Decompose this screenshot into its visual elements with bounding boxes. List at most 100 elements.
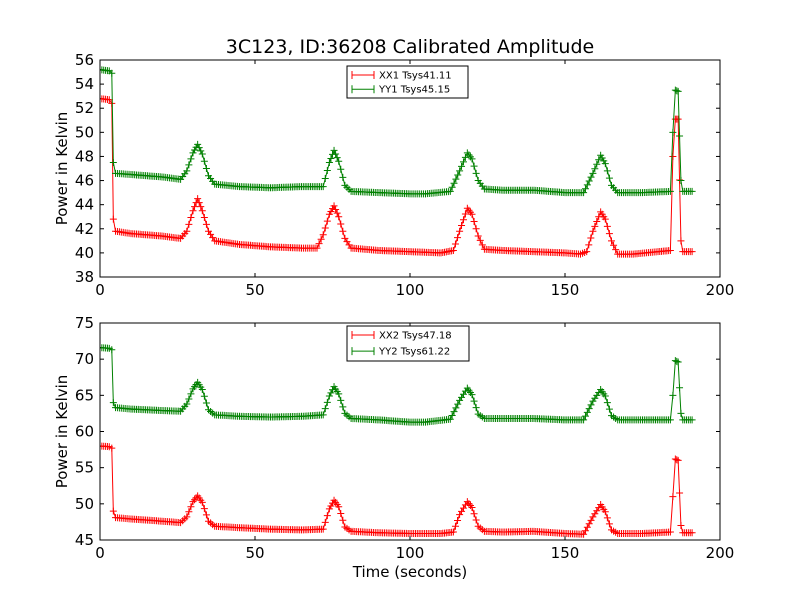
y-tick-label: 60 bbox=[75, 423, 94, 441]
data-point-marker bbox=[325, 158, 333, 166]
data-point-marker bbox=[603, 514, 611, 522]
data-point-marker bbox=[581, 527, 589, 535]
data-point-marker bbox=[323, 512, 331, 520]
data-point-marker bbox=[583, 248, 591, 256]
data-point-marker bbox=[198, 498, 206, 506]
data-point-marker bbox=[185, 508, 193, 516]
data-point-marker bbox=[583, 181, 591, 189]
data-point-marker bbox=[605, 520, 613, 528]
data-point-marker bbox=[587, 234, 595, 242]
x-tick-label: 50 bbox=[245, 281, 264, 299]
data-point-marker bbox=[109, 507, 117, 515]
legend-entry: YY1 Tsys45.15 bbox=[351, 85, 450, 96]
data-point-marker bbox=[108, 69, 116, 77]
x-tick-label: 0 bbox=[95, 281, 105, 299]
data-point-marker bbox=[454, 171, 462, 179]
data-point-marker bbox=[335, 390, 343, 398]
data-point-marker bbox=[454, 400, 462, 408]
figure-title: 3C123, ID:36208 Calibrated Amplitude bbox=[226, 36, 594, 58]
series-first bbox=[100, 95, 696, 258]
x-tick-label: 100 bbox=[396, 544, 425, 562]
data-point-marker bbox=[202, 399, 210, 407]
data-point-marker bbox=[333, 209, 341, 217]
data-point-marker bbox=[458, 221, 466, 229]
data-point-marker bbox=[456, 227, 464, 235]
series-second bbox=[100, 344, 696, 426]
data-point-marker bbox=[452, 175, 460, 183]
data-point-marker bbox=[674, 358, 682, 366]
data-point-marker bbox=[674, 456, 682, 464]
data-point-marker bbox=[335, 157, 343, 165]
data-point-marker bbox=[200, 392, 208, 400]
data-point-marker bbox=[197, 203, 205, 211]
data-point-marker bbox=[327, 502, 335, 510]
data-point-marker bbox=[339, 173, 347, 181]
data-point-marker bbox=[194, 195, 202, 203]
data-point-marker bbox=[468, 391, 476, 399]
data-point-marker bbox=[468, 155, 476, 163]
data-point-marker bbox=[446, 187, 454, 195]
data-point-marker bbox=[327, 389, 335, 397]
data-point-marker bbox=[601, 215, 609, 223]
data-point-marker bbox=[185, 395, 193, 403]
y-tick-label: 42 bbox=[75, 220, 94, 238]
data-point-marker bbox=[459, 504, 467, 512]
data-point-marker bbox=[200, 157, 208, 165]
x-tick-label: 150 bbox=[551, 281, 580, 299]
data-point-marker bbox=[674, 87, 682, 95]
series-markers bbox=[100, 344, 696, 426]
data-point-marker bbox=[676, 489, 684, 497]
data-point-marker bbox=[319, 183, 327, 191]
data-point-marker bbox=[109, 399, 117, 407]
data-point-marker bbox=[677, 177, 685, 185]
data-point-marker bbox=[108, 444, 116, 452]
data-point-marker bbox=[589, 169, 597, 177]
data-point-marker bbox=[187, 155, 195, 163]
data-point-marker bbox=[202, 511, 210, 519]
data-point-marker bbox=[327, 154, 335, 162]
data-point-marker bbox=[666, 246, 674, 254]
data-point-marker bbox=[319, 231, 327, 239]
data-point-marker bbox=[333, 154, 341, 162]
data-point-marker bbox=[595, 156, 603, 164]
x-tick-label: 200 bbox=[706, 544, 735, 562]
y-tick-label: 50 bbox=[75, 123, 94, 141]
data-point-marker bbox=[202, 220, 210, 228]
data-point-marker bbox=[319, 525, 327, 533]
legend-box bbox=[346, 325, 470, 362]
data-point-marker bbox=[189, 207, 197, 215]
data-point-marker bbox=[335, 503, 343, 511]
data-point-marker bbox=[676, 384, 684, 392]
data-point-marker bbox=[330, 146, 338, 154]
data-point-marker bbox=[581, 185, 589, 193]
x-tick-label: 0 bbox=[95, 544, 105, 562]
data-point-marker bbox=[449, 528, 457, 536]
data-point-marker bbox=[195, 199, 203, 207]
data-point-marker bbox=[583, 523, 591, 531]
data-point-marker bbox=[330, 202, 338, 210]
data-point-marker bbox=[451, 240, 459, 248]
data-point-marker bbox=[587, 516, 595, 524]
data-point-marker bbox=[461, 210, 469, 218]
data-point-marker bbox=[339, 403, 347, 411]
y-tick-label: 48 bbox=[75, 147, 94, 165]
y-tick-label: 75 bbox=[75, 314, 94, 332]
data-point-marker bbox=[185, 220, 193, 228]
data-point-marker bbox=[674, 115, 682, 123]
data-point-marker bbox=[200, 505, 208, 513]
data-point-marker bbox=[593, 507, 601, 515]
data-point-marker bbox=[603, 399, 611, 407]
data-point-marker bbox=[321, 405, 329, 413]
data-point-marker bbox=[676, 132, 684, 140]
y-tick-label: 45 bbox=[75, 531, 94, 549]
data-point-marker bbox=[449, 246, 457, 254]
data-point-marker bbox=[187, 503, 195, 511]
data-point-marker bbox=[591, 510, 599, 518]
data-point-marker bbox=[587, 401, 595, 409]
legend-marker bbox=[351, 347, 375, 356]
data-point-marker bbox=[325, 505, 333, 513]
data-point-marker bbox=[329, 386, 336, 394]
data-point-marker bbox=[329, 499, 336, 507]
data-point-marker bbox=[325, 392, 333, 400]
